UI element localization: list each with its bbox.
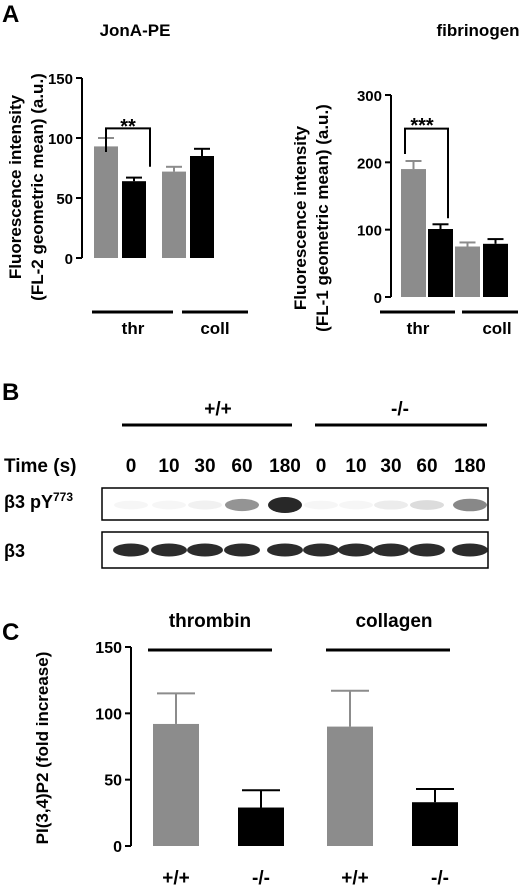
chart-c-group-thrombin: thrombin: [169, 611, 251, 632]
genotype-wt-label: +/+: [204, 399, 231, 420]
chart-a-right-ytick-label: 200: [357, 155, 382, 172]
time-point-label: 30: [194, 456, 215, 477]
time-point-label: 60: [231, 456, 252, 477]
chart-a-left-ylabel-1: Fluorescence intensity: [6, 94, 25, 279]
chart-a-left-ytick-label: 100: [48, 131, 73, 148]
blot-beta3-band: [409, 543, 445, 557]
chart-a-left-bar: [190, 156, 214, 258]
blot-beta3-band: [151, 543, 187, 557]
chart-a-left-group-thr: thr: [122, 319, 145, 338]
chart-a-left-ytick-label: 150: [48, 71, 73, 88]
chart-a-right-group-thr: thr: [407, 319, 430, 338]
chart-a-left-group-coll: coll: [200, 319, 229, 338]
chart-c-ytick-label: 150: [95, 640, 122, 657]
chart-a-left-title: JonA-PE: [100, 21, 171, 40]
chart-c-group-collagen: collagen: [355, 611, 432, 632]
blot-pY773-band: [453, 498, 487, 512]
genotype-ko-label: -/-: [391, 399, 409, 420]
chart-a-right-ylabel-2: (FL-1 geometric mean) (a.u.): [313, 104, 332, 332]
chart-a-right-bar: [483, 243, 508, 297]
chart-a-right-ylabel-1: Fluorescence intensity: [291, 125, 310, 310]
chart-a-right-bar: [455, 246, 480, 297]
blot-beta3-band: [303, 543, 339, 557]
blot-beta3-band: [224, 543, 260, 557]
blot-beta3-band: [338, 543, 374, 557]
time-point-label: 0: [126, 456, 137, 477]
chart-c-bar: [327, 726, 373, 846]
chart-a-left-bar: [162, 171, 186, 258]
chart-a-left-ytick-label: 50: [56, 191, 73, 208]
chart-a-right-group-coll: coll: [482, 319, 511, 338]
chart-c-bar: [412, 802, 458, 846]
chart-a-left-significance-bracket: [105, 127, 151, 167]
chart-c-ylabel: PI(3,4)P2 (fold increase): [33, 652, 52, 845]
chart-c-xlabel-1: +/+: [162, 868, 189, 887]
blot-pY773-band: [268, 497, 302, 513]
time-point-label: 10: [158, 456, 179, 477]
blot-pY773-band: [188, 500, 222, 510]
chart-a-right-ytick-label: 0: [374, 290, 382, 307]
time-point-label: 10: [345, 456, 366, 477]
chart-a-left: JonA-PE Fluorescence intensity (FL-2 geo…: [6, 21, 248, 338]
time-point-label: 30: [380, 456, 401, 477]
chart-c-xlabel-4: -/-: [431, 868, 449, 887]
chart-a-left-bar: [122, 181, 146, 258]
chart-a-right-title: fibrinogen: [436, 21, 519, 40]
blot-pY773-band: [114, 500, 148, 510]
panel-label-b: B: [2, 379, 19, 406]
panel-label-a: A: [2, 1, 19, 28]
chart-c-xlabel-3: +/+: [341, 868, 368, 887]
chart-a-right: fibrinogen Fluorescence intensity (FL-1 …: [291, 21, 520, 338]
chart-c-ytick-label: 0: [113, 839, 122, 856]
panel-label-c: C: [2, 619, 19, 646]
time-label: Time (s): [4, 456, 77, 477]
blot-beta3-band: [187, 543, 223, 557]
blot-beta3-bands: [113, 543, 488, 557]
chart-c-ytick-label: 100: [95, 706, 122, 723]
blot-beta3-label: β3: [4, 541, 25, 561]
blot-beta3-band: [113, 543, 149, 557]
chart-a-left-significance: **: [120, 116, 136, 138]
blot-pY773-band: [304, 500, 338, 510]
time-point-label: 180: [269, 456, 301, 477]
western-blot-panel: +/+ -/- Time (s) 0 10 30 60 180 0 10 30 60 180 β3…: [4, 399, 489, 569]
chart-a-left-bar: [94, 146, 118, 258]
chart-a-left-plot: 0 50 100 150: [48, 71, 248, 314]
chart-a-right-bar: [401, 169, 426, 297]
time-point-label: 0: [316, 456, 327, 477]
chart-c-xlabel-2: -/-: [252, 868, 270, 887]
chart-c: PI(3,4)P2 (fold increase) thrombin colla…: [33, 611, 458, 887]
chart-a-right-bar: [428, 228, 453, 297]
blot-pY773-band: [152, 500, 186, 510]
time-points: 0 10 30 60 180 0 10 30 60 180: [126, 456, 486, 477]
chart-c-plot: 0 50 100 150: [95, 640, 458, 856]
chart-a-right-significance-bracket: [404, 127, 449, 219]
chart-a-right-ytick-label: 100: [357, 223, 382, 240]
time-point-label: 60: [416, 456, 437, 477]
blot-beta3-band: [267, 543, 303, 557]
blot-beta3-band: [373, 543, 409, 557]
chart-a-right-ytick-label: 300: [357, 88, 382, 105]
blot-pY773-band: [225, 498, 259, 512]
blot-pY773-band: [410, 500, 444, 510]
chart-c-bar: [238, 807, 284, 846]
blot-beta3-band: [452, 543, 488, 557]
chart-c-bar: [153, 723, 199, 846]
blot-pY773-band: [374, 500, 408, 510]
blot-pY773-band: [339, 500, 373, 510]
blot-pY773-label: β3 pY773: [4, 490, 73, 512]
chart-a-right-plot: 0 100 200 300: [357, 88, 518, 314]
blot-pY773-bands: [114, 497, 487, 513]
chart-a-right-significance: ***: [410, 115, 434, 137]
time-point-label: 180: [454, 456, 486, 477]
chart-a-left-ytick-label: 0: [65, 251, 73, 268]
chart-a-left-ylabel-2: (FL-2 geometric mean) (a.u.): [28, 73, 47, 301]
chart-c-ytick-label: 50: [104, 773, 122, 790]
